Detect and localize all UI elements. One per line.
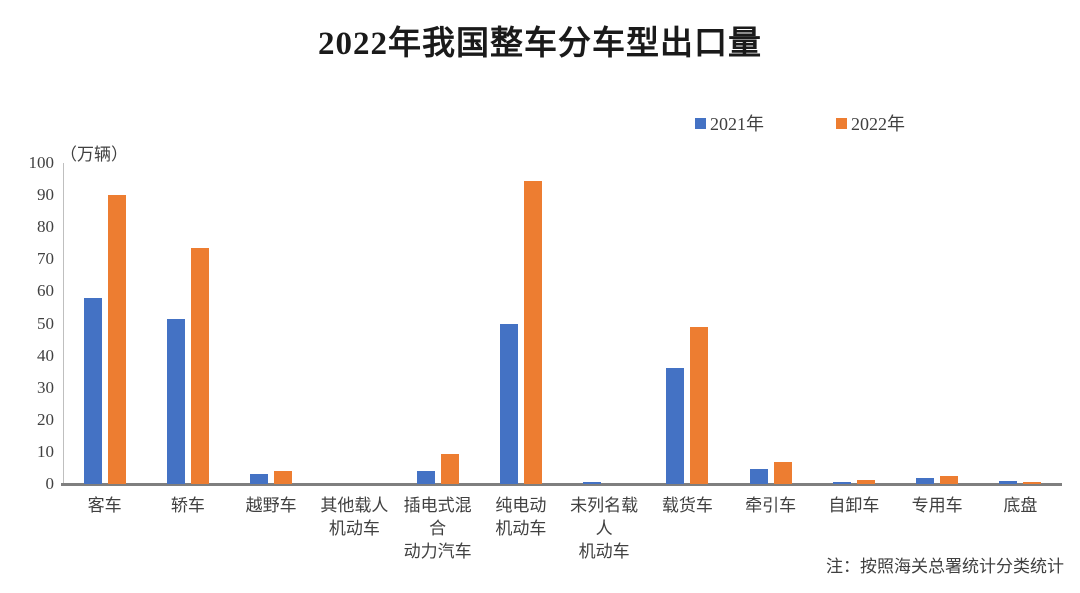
- bar-group: [479, 163, 562, 484]
- y-tick-label: 50: [37, 313, 54, 333]
- x-category-label: 底盘: [1003, 496, 1038, 515]
- bar-group: [396, 163, 479, 484]
- legend-swatch-2021-icon: [695, 117, 706, 129]
- bar-2021年: [916, 477, 935, 484]
- bar-group: [313, 163, 396, 484]
- x-category-label: 插电式混合 动力汽车: [403, 496, 472, 561]
- y-tick-label: 80: [37, 217, 54, 237]
- bar-2022年: [940, 475, 959, 484]
- y-tick-label: 100: [28, 153, 55, 172]
- bar-pair: [166, 248, 209, 484]
- x-category-label: 牵引车: [745, 496, 797, 515]
- bar-2022年: [773, 462, 792, 484]
- bar-pair: [832, 480, 875, 484]
- y-tick-label: 70: [37, 249, 54, 269]
- x-category-label: 越野车: [245, 496, 297, 515]
- bar-2022年: [1023, 482, 1042, 484]
- bar-2021年: [250, 474, 269, 484]
- bar-2022年: [274, 471, 293, 484]
- bar-2022年: [523, 180, 542, 484]
- y-tick-label: 60: [37, 281, 54, 301]
- chart-title: 2022年我国整车分车型出口量: [318, 26, 762, 62]
- bar-2022年: [690, 326, 709, 484]
- bar-pair: [916, 475, 959, 484]
- y-tick-label: 10: [37, 441, 54, 461]
- bar-pair: [999, 481, 1042, 484]
- footnote: 注：按照海关总署统计分类统计: [826, 557, 1064, 576]
- y-axis-unit-label: （万辆）: [60, 145, 128, 164]
- bar-2021年: [583, 482, 602, 484]
- y-tick-label: 90: [37, 185, 54, 205]
- y-tick-label: 30: [37, 377, 54, 397]
- y-tick-label: 40: [37, 345, 54, 365]
- bar-pair: [250, 471, 293, 484]
- x-category-label: 载货车: [661, 496, 713, 515]
- bar-2022年: [190, 248, 209, 484]
- legend: 2021年 2022年: [695, 110, 905, 136]
- bar-2021年: [499, 323, 518, 484]
- bar-group: [979, 163, 1062, 484]
- bar-group: [896, 163, 979, 484]
- bar-pair: [499, 180, 542, 484]
- plot-area: 0 10 20 30 40 50 60 70 80 90 100 客车 轿车 越野车 其他载人 机动车 插电式…: [29, 154, 1062, 561]
- x-category-label: 自卸车: [828, 496, 880, 515]
- bar-2021年: [83, 297, 102, 484]
- bar-group: [146, 163, 229, 484]
- y-tick-label: 0: [45, 474, 55, 493]
- bar-2022年: [440, 454, 459, 484]
- bar-2021年: [749, 468, 768, 484]
- x-category-label: 未列名载人 机动车: [570, 496, 639, 561]
- bar-2021年: [832, 481, 851, 484]
- bar-pair: [416, 454, 459, 484]
- y-axis-line: [63, 163, 64, 484]
- x-category-label: 专用车: [911, 496, 963, 515]
- y-tick-label: 20: [37, 409, 54, 429]
- bar-2022年: [107, 195, 126, 484]
- bar-group: [646, 163, 729, 484]
- legend-item-2022: 2022年: [836, 110, 905, 136]
- bar-group: [729, 163, 812, 484]
- bar-group: [563, 163, 646, 484]
- x-category-label: 轿车: [170, 496, 205, 515]
- legend-swatch-2022-icon: [836, 117, 847, 129]
- legend-label-2021: 2021年: [710, 114, 764, 134]
- x-category-label: 纯电动 机动车: [495, 496, 547, 538]
- bar-group: [812, 163, 895, 484]
- legend-label-2022: 2022年: [851, 114, 905, 134]
- bar-2022年: [856, 480, 875, 484]
- x-axis-line: [61, 483, 1062, 486]
- bar-pair: [583, 482, 625, 484]
- bar-2021年: [166, 318, 185, 484]
- bar-group: [63, 163, 146, 484]
- bar-2021年: [666, 368, 685, 484]
- bar-2021年: [416, 471, 435, 484]
- bar-pair: [666, 326, 709, 484]
- bar-pair: [83, 195, 126, 484]
- x-category-label: 客车: [87, 496, 122, 515]
- bar-pair: [749, 462, 792, 484]
- bar-2021年: [999, 481, 1018, 484]
- legend-item-2021: 2021年: [695, 110, 764, 136]
- x-category-label: 其他载人 机动车: [320, 496, 389, 538]
- bar-group: [230, 163, 313, 484]
